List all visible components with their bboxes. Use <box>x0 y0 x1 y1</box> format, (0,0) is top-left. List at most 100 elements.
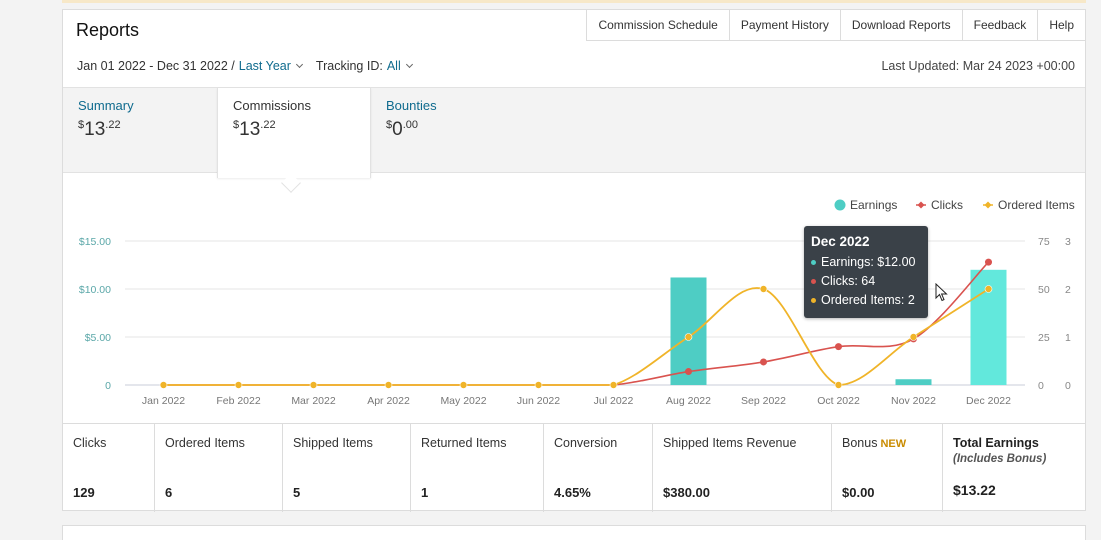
stat-ordered-items: Ordered Items 6 <box>155 424 283 512</box>
date-range-text: Jan 01 2022 - Dec 31 2022 / <box>77 59 235 73</box>
x-tick-label: Jun 2022 <box>517 395 560 407</box>
y-tick-label-clicks: 75 <box>1038 236 1050 248</box>
stat-value: 5 <box>293 485 301 500</box>
x-tick-label: Mar 2022 <box>291 395 336 407</box>
y-tick-label-left: $5.00 <box>85 332 111 344</box>
x-tick-label: Jul 2022 <box>594 395 634 407</box>
earnings-bar <box>895 379 932 385</box>
ordered-items-point <box>984 285 993 293</box>
tab-commissions-label: Commissions <box>233 98 312 113</box>
tab-bounties-label: Bounties <box>386 98 437 113</box>
earnings-bar <box>670 277 707 385</box>
x-tick-label: Dec 2022 <box>966 395 1011 407</box>
stat-shipped-items: Shipped Items 5 <box>283 424 411 512</box>
clicks-point <box>985 258 992 266</box>
summary-tabs: Summary $13.22 Commissions $13.22 Bounti… <box>63 87 1085 178</box>
stats-bar: Clicks 129 Ordered Items 6 Shipped Items… <box>63 423 1085 512</box>
stat-conversion: Conversion 4.65% <box>544 424 653 512</box>
y-tick-label-clicks: 0 <box>1038 380 1044 392</box>
y-tick-label-ordered: 2 <box>1065 284 1071 296</box>
ordered-items-point <box>609 381 618 389</box>
ordered-items-point <box>384 381 393 389</box>
download-reports-link[interactable]: Download Reports <box>839 9 963 41</box>
stat-clicks: Clicks 129 <box>63 424 155 512</box>
legend-label: Earnings <box>850 198 897 212</box>
filters-bar: Jan 01 2022 - Dec 31 2022 / Last Year Tr… <box>77 59 413 73</box>
tab-bounties[interactable]: Bounties $0.00 <box>371 88 521 174</box>
reports-panel: Reports Commission Schedule Payment Hist… <box>62 9 1086 512</box>
y-tick-label-ordered: 0 <box>1065 380 1071 392</box>
stat-shipped-revenue: Shipped Items Revenue $380.00 <box>653 424 832 512</box>
date-preset-label: Last Year <box>238 59 291 73</box>
tracking-id-dropdown[interactable]: Tracking ID: All <box>315 59 413 73</box>
ordered-items-point <box>159 381 168 389</box>
stat-bonus: Bonus NEW $0.00 <box>832 424 943 512</box>
ordered-items-point <box>909 333 918 341</box>
tooltip-row-clicks: Clicks: 64 <box>811 272 921 291</box>
stat-value: $13.22 <box>953 482 996 498</box>
earnings-chart: 0 0 0 $5.00 25 1 $10.00 50 2 $15.00 75 3 Jan 2022 Feb… <box>63 173 1085 423</box>
stat-label: Shipped Items <box>293 436 373 450</box>
chevron-down-icon <box>405 60 413 69</box>
tab-summary[interactable]: Summary $13.22 <box>63 88 218 174</box>
y-tick-label-left: $10.00 <box>79 284 111 296</box>
stat-label: Shipped Items Revenue <box>663 436 797 450</box>
feedback-link[interactable]: Feedback <box>961 9 1039 41</box>
tracking-id-label: Tracking ID: <box>315 59 383 73</box>
x-tick-label: Jan 2022 <box>142 395 185 407</box>
tooltip-title: Dec 2022 <box>811 234 870 249</box>
tab-commissions-amount: $13.22 <box>233 119 276 140</box>
stat-label: Total Earnings (Includes Bonus) <box>953 436 1075 465</box>
ordered-items-point <box>834 381 843 389</box>
stat-value: 4.65% <box>554 485 591 500</box>
date-preset-dropdown[interactable]: Last Year <box>238 59 303 73</box>
stat-sublabel: (Includes Bonus) <box>953 453 1047 465</box>
page-title: Reports <box>76 20 140 40</box>
last-updated-text: Last Updated: Mar 24 2023 +00:00 <box>881 59 1075 73</box>
x-tick-label: Aug 2022 <box>666 395 711 407</box>
mouse-cursor-icon <box>935 283 948 302</box>
ordered-items-point <box>684 333 693 341</box>
ordered-items-point <box>759 285 768 293</box>
secondary-panel <box>62 525 1086 540</box>
payment-history-link[interactable]: Payment History <box>728 9 841 41</box>
stat-returned-items: Returned Items 1 <box>411 424 544 512</box>
y-tick-label-ordered: 3 <box>1065 236 1071 248</box>
stat-value: 129 <box>73 485 95 500</box>
stat-value: $380.00 <box>663 485 710 500</box>
stat-label: Bonus NEW <box>842 436 907 450</box>
x-tick-label: May 2022 <box>440 395 486 407</box>
clicks-point <box>835 343 842 351</box>
chart-tooltip: Dec 2022 Earnings: $12.00 Clicks: 64 Ord… <box>804 226 928 318</box>
stat-value: $0.00 <box>842 485 875 500</box>
tab-summary-amount: $13.22 <box>78 119 121 140</box>
tracking-id-value: All <box>386 59 401 73</box>
tooltip-row-ordered: Ordered Items: 2 <box>811 291 921 310</box>
commission-schedule-link[interactable]: Commission Schedule <box>586 9 730 41</box>
tab-bounties-amount: $0.00 <box>386 119 418 140</box>
stat-value: 1 <box>421 485 429 500</box>
clicks-point <box>760 358 767 366</box>
tab-summary-label: Summary <box>78 98 134 113</box>
stat-label: Conversion <box>554 436 618 450</box>
top-notice-strip <box>62 0 1086 3</box>
x-tick-label: Apr 2022 <box>367 395 410 407</box>
y-tick-label-left: 0 <box>105 380 111 392</box>
ordered-items-point <box>459 381 468 389</box>
stat-label: Returned Items <box>421 436 507 450</box>
y-tick-label-left: $15.00 <box>79 236 111 248</box>
tab-commissions[interactable]: Commissions $13.22 <box>217 88 371 178</box>
legend-label: Ordered Items <box>998 198 1075 212</box>
help-link[interactable]: Help <box>1037 9 1086 41</box>
x-tick-label: Nov 2022 <box>891 395 936 407</box>
legend-label: Clicks <box>931 198 963 212</box>
stat-value: 6 <box>165 485 173 500</box>
y-tick-label-ordered: 1 <box>1065 332 1071 344</box>
stat-label: Ordered Items <box>165 436 245 450</box>
tooltip-row-earnings: Earnings: $12.00 <box>811 253 921 272</box>
x-tick-label: Oct 2022 <box>817 395 860 407</box>
legend-earnings-icon <box>834 199 846 211</box>
stat-label: Clicks <box>73 436 107 450</box>
x-tick-label: Feb 2022 <box>216 395 261 407</box>
legend-clicks-icon <box>917 201 925 209</box>
